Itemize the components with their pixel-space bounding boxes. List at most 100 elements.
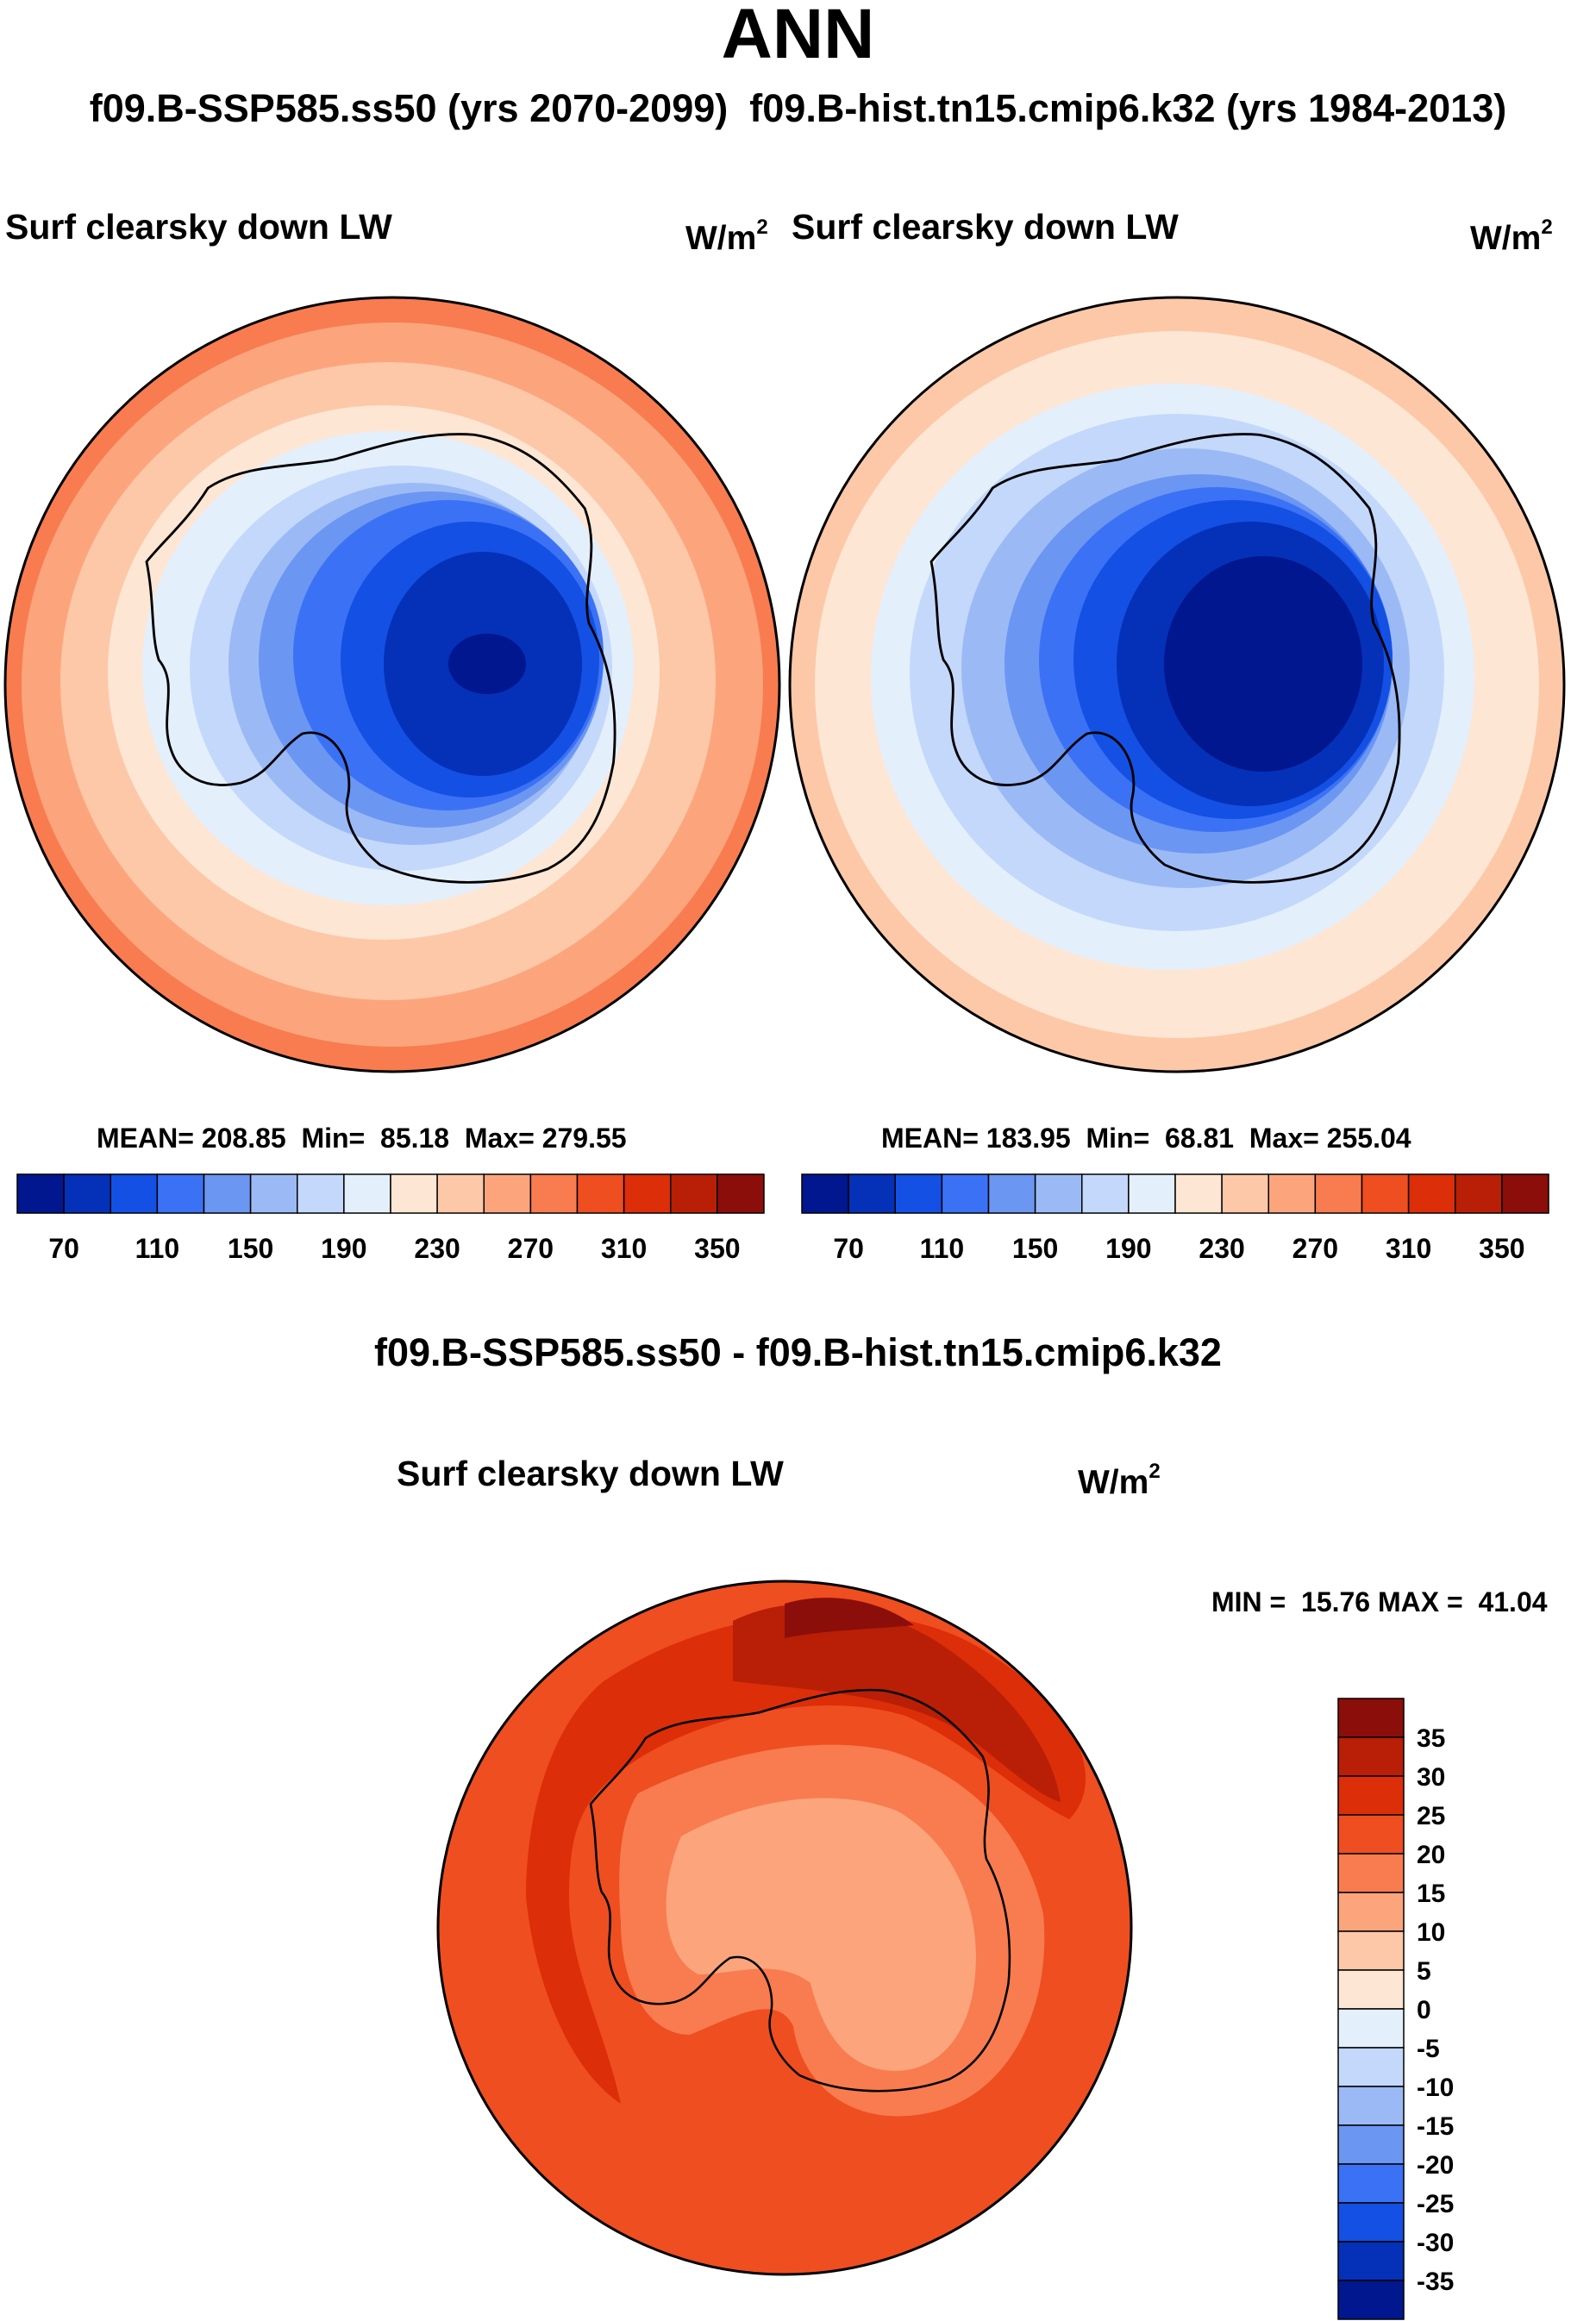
panel2-colorbar-tick-label: 110 (920, 1233, 965, 1264)
panel1-colorbar-box (16, 1173, 65, 1214)
difference-colorbar-tick-label: -20 (1417, 2151, 1454, 2180)
difference-colorbar-box (1337, 2163, 1405, 2204)
panel1-stats: MEAN= 208.85 Min= 85.18 Max= 279.55 (97, 1123, 627, 1154)
panel1-colorbar-tick-label: 150 (228, 1233, 273, 1264)
difference-variable: Surf clearsky down LW (397, 1454, 784, 1493)
difference-colorbar-tick-label: 30 (1417, 1763, 1445, 1792)
difference-colorbar-tick-label: -25 (1417, 2190, 1454, 2218)
panel2-max: 255.04 (1326, 1123, 1411, 1154)
difference-unit: W/m2 (1078, 1460, 1161, 1501)
case2-label: f09.B-hist.tn15.cmip6.k32 (yrs 1984-2013… (749, 86, 1507, 130)
panel1-colorbar-box (110, 1173, 159, 1214)
difference-colorbar-box (1337, 1698, 1405, 1738)
panel2-colorbar-box (1034, 1173, 1083, 1214)
panel2-colorbar-box (1314, 1173, 1363, 1214)
panel2-colorbar-box (894, 1173, 943, 1214)
difference-colorbar-box (1337, 2047, 1405, 2087)
panel1-colorbar-tick-label: 310 (601, 1233, 647, 1264)
panel1-colorbar-box (63, 1173, 111, 1214)
panel2-colorbar-tick-label: 190 (1105, 1233, 1151, 1264)
panel2-map (788, 296, 1566, 1073)
panel1-colorbar-box (717, 1173, 765, 1214)
panel1-map-border (3, 296, 781, 1073)
difference-colorbar-tick-label: -5 (1417, 2035, 1440, 2063)
difference-colorbar-tick-label: 10 (1417, 1918, 1445, 1947)
panel2-stats: MEAN= 183.95 Min= 68.81 Max= 255.04 (881, 1123, 1411, 1154)
panel2-colorbar-box (1361, 1173, 1410, 1214)
difference-title: f09.B-SSP585.ss50 - f09.B-hist.tn15.cmip… (374, 1330, 1222, 1374)
panel2-colorbar-tick-label: 230 (1199, 1233, 1244, 1264)
difference-colorbar-box (1337, 2202, 1405, 2243)
panel1-colorbar-tick-label: 270 (508, 1233, 554, 1264)
difference-colorbar-tick-label: -10 (1417, 2074, 1454, 2102)
difference-map-border (436, 1580, 1133, 2276)
panel1-unit: W/m2 (685, 216, 768, 257)
difference-colorbar-tick-label: 35 (1417, 1724, 1445, 1753)
difference-colorbar-box (1337, 2124, 1405, 2165)
panel1-colorbar-box (623, 1173, 672, 1214)
panel2-colorbar-box (1174, 1173, 1223, 1214)
panel2-contour-band (1164, 556, 1362, 772)
panel2-colorbar-box (1407, 1173, 1456, 1214)
panel2-colorbar-box (801, 1173, 849, 1214)
difference-contour-band (666, 1798, 976, 2071)
difference-colorbar-box (1337, 1814, 1405, 1855)
panel2-colorbar: 70 110 150 190 230 270 310 350 (801, 1173, 1549, 1264)
difference-colorbar-tick-label: 5 (1417, 1957, 1431, 1986)
panel1-colorbar-box (670, 1173, 718, 1214)
panel1-colorbar-box (297, 1173, 345, 1214)
difference-colorbar-tick-label: -35 (1417, 2268, 1454, 2296)
difference-min: 15.76 (1301, 1586, 1371, 1617)
panel1-mean: 208.85 (201, 1123, 286, 1154)
panel1-colorbar-box (576, 1173, 625, 1214)
panel1-colorbar-tick-label: 110 (135, 1233, 180, 1264)
panel1-colorbar: 70 110 150 190 230 270 310 350 (16, 1173, 765, 1264)
panel1-map (3, 296, 781, 1073)
difference-contour-band (785, 1598, 914, 1638)
panel2-colorbar-box (1455, 1173, 1503, 1214)
difference-colorbar-box (1337, 1736, 1405, 1777)
difference-colorbar-tick-label: 20 (1417, 1841, 1445, 1869)
panel1-colorbar-box (249, 1173, 298, 1214)
panel1-colorbar-box (436, 1173, 485, 1214)
panel1-min: 85.18 (380, 1123, 450, 1154)
difference-colorbar-box (1337, 2280, 1405, 2320)
panel2-colorbar-box (1267, 1173, 1317, 1214)
panel1-contour-band (448, 634, 526, 694)
panel1-colorbar-tick-label: 350 (694, 1233, 740, 1264)
panel2-min: 68.81 (1165, 1123, 1235, 1154)
panel2-map-border (788, 296, 1566, 1073)
difference-colorbar-tick-label: -15 (1417, 2112, 1454, 2141)
difference-contour-band (526, 1612, 1086, 2104)
panel1-colorbar-tick-label: 230 (414, 1233, 460, 1264)
difference-colorbar-box (1337, 1853, 1405, 1893)
panel2-mean: 183.95 (986, 1123, 1071, 1154)
panel1-colorbar-box (390, 1173, 438, 1214)
figure-title: ANN (721, 0, 875, 73)
panel2-colorbar-box (987, 1173, 1036, 1214)
case1-label: f09.B-SSP585.ss50 (yrs 2070-2099) (89, 86, 729, 130)
panel2-colorbar-box (1128, 1173, 1176, 1214)
difference-colorbar-box (1337, 1892, 1405, 1932)
panel2-colorbar-tick-label: 350 (1479, 1233, 1524, 1264)
difference-colorbar-box (1337, 1775, 1405, 1816)
panel1-colorbar-tick-label: 190 (321, 1233, 366, 1264)
difference-colorbar-tick-label: 15 (1417, 1880, 1445, 1908)
panel2-colorbar-box (1081, 1173, 1130, 1214)
panel1-colorbar-box (483, 1173, 532, 1214)
panel1-max: 279.55 (541, 1123, 627, 1154)
difference-max: 41.04 (1478, 1586, 1548, 1617)
difference-colorbar-box (1337, 1930, 1405, 1971)
panel2-colorbar-box (848, 1173, 896, 1214)
difference-colorbar-box (1337, 2008, 1405, 2049)
difference-colorbar-box (1337, 2086, 1405, 2126)
panel2-colorbar-tick-label: 150 (1012, 1233, 1058, 1264)
panel1-colorbar-box (343, 1173, 391, 1214)
panel2-colorbar-box (941, 1173, 990, 1214)
difference-colorbar-tick-label: 25 (1417, 1802, 1445, 1830)
difference-colorbar-box (1337, 1969, 1405, 2010)
panel2-variable: Surf clearsky down LW (792, 207, 1179, 247)
panel1-variable: Surf clearsky down LW (5, 207, 392, 247)
panel2-colorbar-tick-label: 310 (1386, 1233, 1431, 1264)
